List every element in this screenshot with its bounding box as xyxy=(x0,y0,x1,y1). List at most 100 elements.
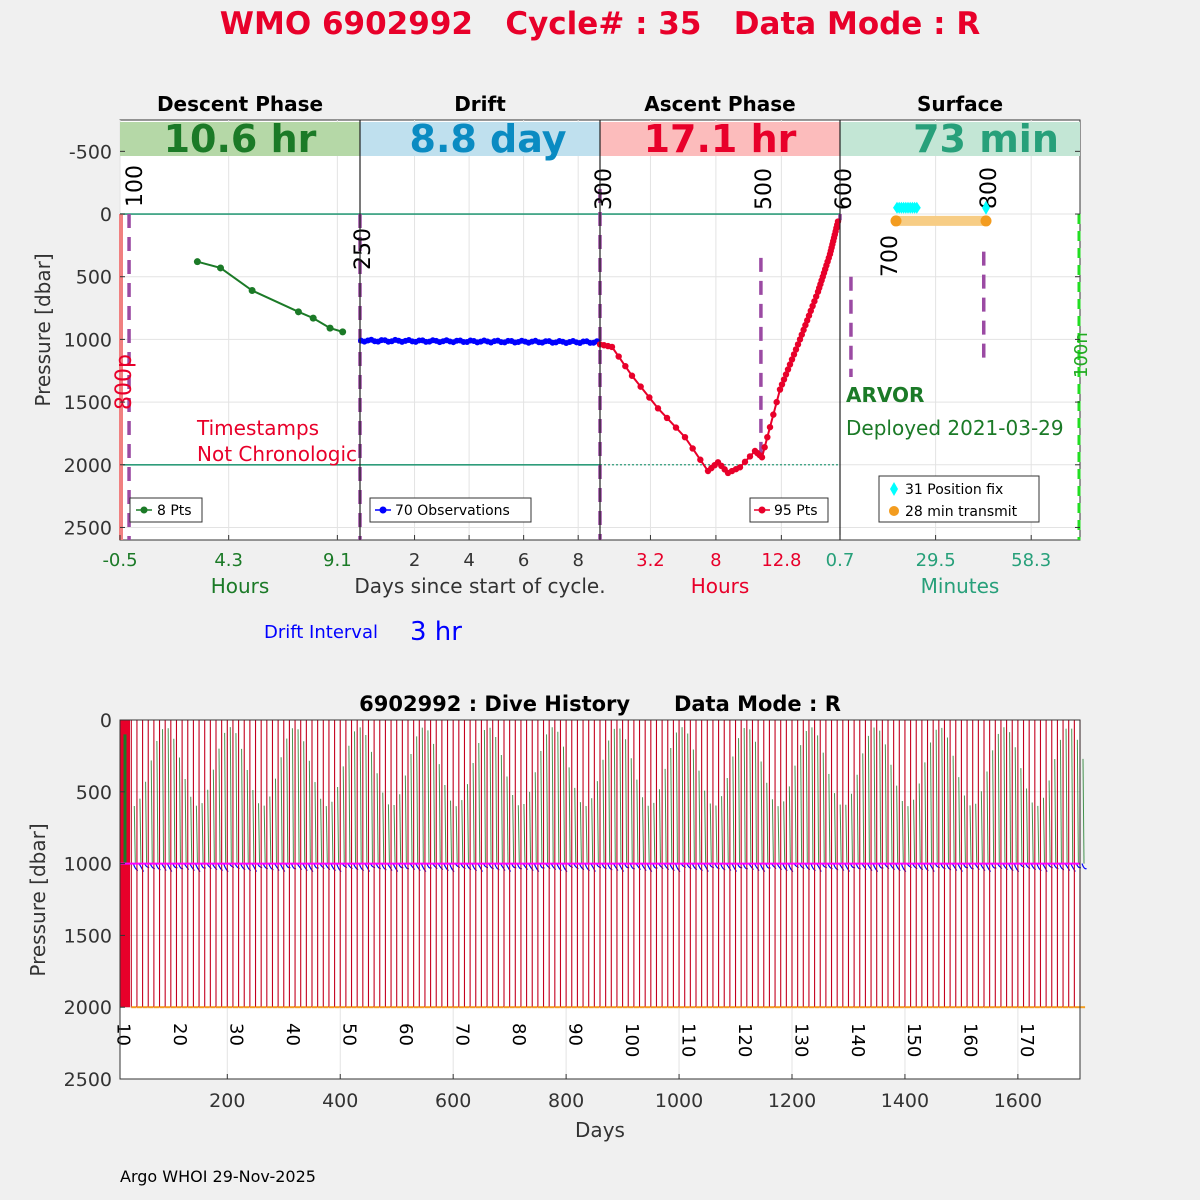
descent-profile-line xyxy=(201,803,204,864)
y-tick-label: 0 xyxy=(100,204,112,226)
figure-title: WMO 6902992 Cycle# : 35 Data Mode : R xyxy=(220,6,981,42)
descent-profile-line xyxy=(382,792,385,864)
descent-profile-line xyxy=(1003,727,1006,864)
x-tick-label: 600 xyxy=(435,1090,471,1112)
descent-profile-line xyxy=(455,806,458,864)
descent-profile-line xyxy=(235,733,238,864)
y-tick-label: 1500 xyxy=(64,925,112,947)
descent-profile-line xyxy=(145,781,148,864)
descent-profile-line xyxy=(771,799,774,864)
descent-profile-line xyxy=(766,782,769,864)
x-unit-surface: Minutes xyxy=(921,574,1000,598)
descent-point xyxy=(339,328,347,336)
descent-profile-line xyxy=(867,735,870,864)
descent-profile-line xyxy=(675,732,678,864)
descent-profile-line xyxy=(975,803,978,864)
descent-profile-line xyxy=(167,728,170,864)
descent-profile-line xyxy=(212,769,215,864)
bottom-plot-frame xyxy=(119,719,1081,1080)
ascent-point xyxy=(736,464,744,471)
cycle-marker-label: 700 xyxy=(878,235,903,277)
descent-profile-line xyxy=(489,727,492,864)
position-fix-point xyxy=(982,200,990,215)
y-tick-label: 500 xyxy=(76,267,112,289)
ascent-point xyxy=(770,411,777,418)
ascent-point xyxy=(681,433,689,441)
x-tick-label: 0.7 xyxy=(826,550,855,571)
descent-profile-line xyxy=(658,789,661,864)
descent-profile-line xyxy=(800,745,803,864)
cycle-marker-label: 100 xyxy=(123,165,148,207)
descent-profile-line xyxy=(241,748,244,864)
ascent-point xyxy=(663,414,671,422)
cycle-number-label: 130 xyxy=(790,1023,811,1057)
cycle-number-label: 90 xyxy=(564,1023,585,1046)
descent-profile-line xyxy=(286,738,289,864)
transmit-end-point xyxy=(980,215,992,227)
descent-profile-line xyxy=(749,729,752,864)
cycle-marker-label: 300 xyxy=(592,168,617,210)
descent-profile-line xyxy=(721,796,724,864)
deployment-date: Deployed 2021-03-29 xyxy=(846,416,1064,440)
ascent-point xyxy=(646,394,653,401)
descent-profile-line xyxy=(941,727,944,864)
transmit-start-point xyxy=(890,215,902,227)
descent-profile-line xyxy=(320,798,323,864)
descent-profile-line xyxy=(190,796,193,864)
descent-profile-line xyxy=(376,773,379,864)
descent-profile-line xyxy=(450,800,453,864)
descent-profile-line xyxy=(1026,788,1029,864)
descent-profile-line xyxy=(1009,732,1012,864)
descent-profile-line xyxy=(574,787,577,864)
descent-profile-line xyxy=(828,773,831,864)
descent-profile-line xyxy=(195,805,198,864)
bottom-chart-title: 6902992 : Dive History Data Mode : R xyxy=(359,692,841,716)
phase-duration-descent: 10.6 hr xyxy=(164,117,317,161)
x-tick-label: 400 xyxy=(322,1090,358,1112)
bottom-y-axis: 0 500 1000 1500 2000 2500 xyxy=(64,710,125,1091)
descent-profile-line xyxy=(1042,797,1045,864)
descent-profile-line xyxy=(664,768,667,864)
descent-profile-line xyxy=(856,774,859,864)
descent-profile-line xyxy=(585,805,588,864)
descent-profile-line xyxy=(788,786,791,864)
cycle-number-labels: 10 20 30 40 50 60 70 80 90 100 110 120 130 140 150 160 1… xyxy=(113,1023,1038,1057)
descent-profile-line xyxy=(297,729,300,864)
ascent-point xyxy=(672,424,680,431)
descent-profile-line xyxy=(404,775,407,864)
descent-profile-line xyxy=(845,804,848,864)
descent-profile-line xyxy=(992,750,995,864)
descent-profile-line xyxy=(608,740,611,864)
descent-point xyxy=(294,308,302,316)
cycle-marker-label: 600 xyxy=(832,168,857,210)
descent-profile-line xyxy=(506,776,509,864)
descent-point xyxy=(217,264,225,272)
descent-profile-line xyxy=(760,761,763,864)
descent-profile-line xyxy=(805,731,808,864)
y-tick-label: -500 xyxy=(69,141,112,163)
descent-point xyxy=(248,287,256,295)
top-chart: Descent Phase Drift Ascent Phase Surface… xyxy=(31,92,1092,647)
descent-profile-line xyxy=(342,766,345,864)
descent-profile-line xyxy=(354,731,357,864)
descent-profile-line xyxy=(500,755,503,864)
x-tick-label: 58.3 xyxy=(1011,550,1051,571)
descent-profile-line xyxy=(817,735,820,864)
ascent-point xyxy=(780,376,788,383)
phase-duration-ascent: 17.1 hr xyxy=(644,117,797,161)
descent-profile-line xyxy=(461,800,464,864)
bottom-chart: 6902992 : Dive History Data Mode : R 10 2… xyxy=(26,692,1087,1142)
descent-profile-line xyxy=(156,740,159,864)
phase-title-descent: Descent Phase xyxy=(157,92,323,116)
ascent-point xyxy=(746,453,754,460)
phase-title-drift: Drift xyxy=(454,92,506,116)
descent-profile-line xyxy=(670,747,673,864)
descent-profile-line xyxy=(387,804,390,864)
x-tick-label: 1000 xyxy=(655,1090,703,1112)
descent-profile-line xyxy=(783,801,786,864)
ascent-point xyxy=(776,386,784,393)
descent-profile-line xyxy=(173,738,176,864)
phase-duration-surface: 73 min xyxy=(913,117,1059,161)
descent-profile-line xyxy=(698,770,701,864)
descent-profile-line xyxy=(602,759,605,864)
